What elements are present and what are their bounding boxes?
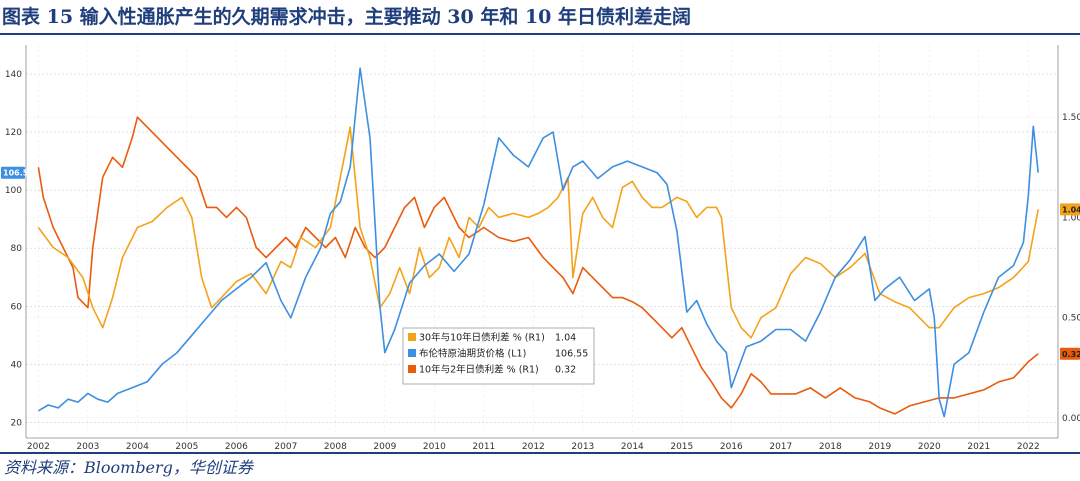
- value-tag-bg-2: [1060, 347, 1080, 360]
- series-line-2: [37, 116, 1039, 415]
- page-title: 图表 15 输入性通胀产生的久期需求冲击，主要推动 30 年和 10 年日债利差…: [2, 6, 692, 28]
- x-tick-label: 2016: [720, 442, 743, 451]
- legend-box: [402, 327, 595, 385]
- legend-series-name-2: 10年与2年日债利差 % (R1): [419, 364, 539, 376]
- y-right-tick-label: 1.00: [1062, 213, 1080, 223]
- x-tick-label: 2022: [1017, 442, 1040, 451]
- x-tick-label: 2011: [472, 442, 495, 451]
- x-tick-label: 2013: [571, 442, 594, 451]
- x-tick-label: 2008: [324, 442, 347, 451]
- y-right-tick-label: 0.00: [1062, 414, 1080, 424]
- x-tick-label: 2003: [76, 442, 99, 451]
- legend-series-name-0: 30年与10年日债利差 % (R1): [419, 332, 545, 344]
- chart-series-layer: [37, 67, 1039, 418]
- series-line-1: [37, 67, 1039, 418]
- x-tick-label: 2007: [274, 442, 297, 451]
- footer-divider: [0, 452, 1080, 454]
- x-tick-label: 2012: [522, 442, 545, 451]
- x-tick-label: 2005: [175, 442, 198, 451]
- x-tick-label: 2010: [423, 442, 446, 451]
- value-tag-label-0: 1.04: [1062, 205, 1080, 214]
- source-note: 资料来源：Bloomberg，华创证券: [4, 458, 253, 477]
- x-tick-label: 2021: [967, 442, 990, 451]
- x-tick-label: 2020: [918, 442, 941, 451]
- value-tag-bg-1: [1, 166, 25, 179]
- x-tick-label: 2018: [819, 442, 842, 451]
- y-left-tick-label: 100: [5, 186, 22, 196]
- chart-legend: 30年与10年日债利差 % (R1) 1.04 布伦特原油期货价格 (L1) 106.…: [402, 327, 595, 385]
- legend-series-value-2: 0.32: [555, 365, 576, 376]
- chart-ticks: 20 40 60 80 100 120 140 0.00 0.50 1.00 1.50 2002 200…: [5, 45, 1080, 451]
- y-left-tick-label: 140: [5, 70, 22, 80]
- legend-swatch-1: [408, 349, 416, 357]
- x-tick-label: 2019: [868, 442, 891, 451]
- y-right-tick-label: 1.50: [1062, 113, 1080, 123]
- legend-series-name-1: 布伦特原油期货价格 (L1): [419, 348, 526, 360]
- line-chart: 20 40 60 80 100 120 140 0.00 0.50 1.00 1.50 2002 200…: [1, 45, 1080, 451]
- x-tick-label: 2017: [769, 442, 792, 451]
- y-left-tick-label: 60: [11, 302, 23, 312]
- value-tag-label-2: 0.32: [1062, 350, 1080, 359]
- value-tag-bg-0: [1060, 203, 1080, 216]
- x-tick-label: 2004: [126, 442, 149, 451]
- legend-swatch-0: [408, 333, 416, 341]
- legend-series-value-1: 106.55: [555, 349, 588, 360]
- x-tick-label: 2006: [225, 442, 248, 451]
- legend-series-value-0: 1.04: [555, 333, 576, 344]
- legend-swatch-2: [408, 365, 416, 373]
- y-left-tick-label: 120: [5, 128, 22, 138]
- x-tick-label: 2015: [670, 442, 693, 451]
- value-tag-label-1: 106.57: [3, 169, 34, 178]
- y-right-tick-label: 0.50: [1062, 314, 1080, 324]
- x-tick-label: 2002: [27, 442, 50, 451]
- chart-grid: [26, 45, 1058, 434]
- x-tick-label: 2009: [373, 442, 396, 451]
- title-divider: [0, 33, 1080, 35]
- y-left-tick-label: 40: [11, 360, 23, 370]
- y-left-tick-label: 80: [11, 244, 23, 254]
- y-left-tick-label: 20: [11, 418, 23, 428]
- chart-value-tags: 1.04 106.57 0.32: [1, 166, 1080, 360]
- x-tick-label: 2014: [621, 442, 644, 451]
- series-line-0: [37, 126, 1039, 339]
